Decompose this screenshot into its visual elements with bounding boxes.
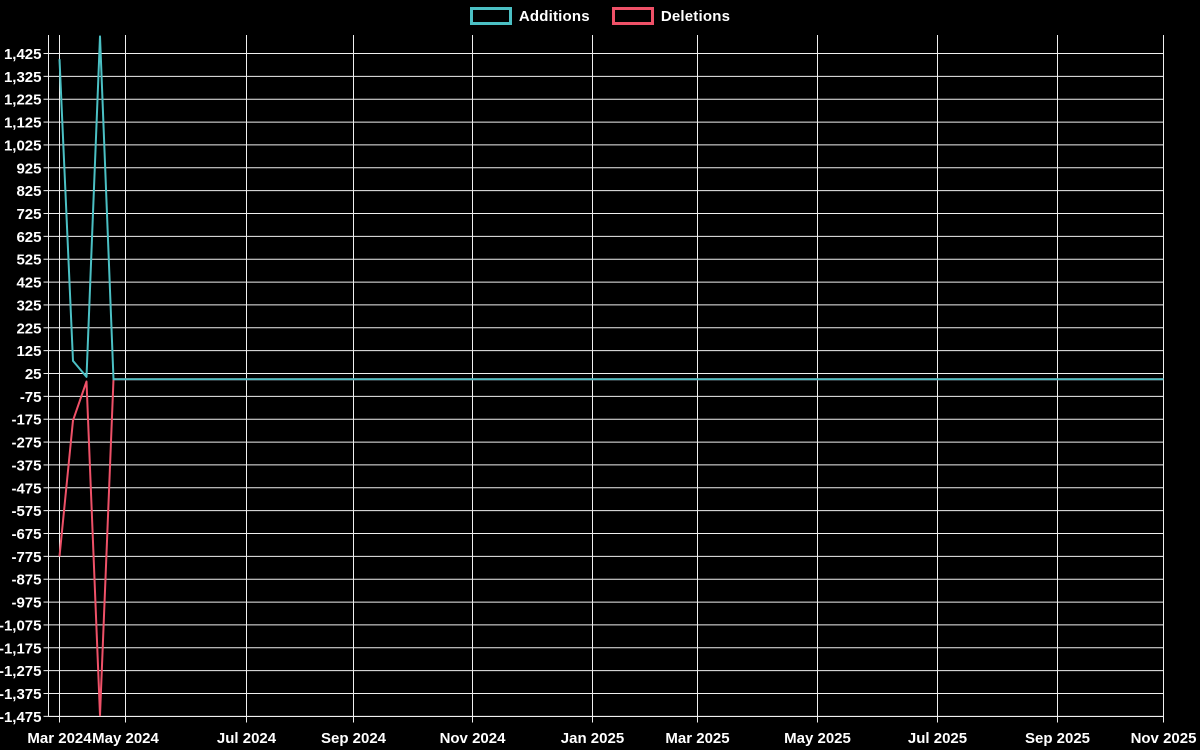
y-axis-tick-label: -375	[11, 457, 41, 474]
y-axis-tick-label: 225	[16, 320, 41, 337]
y-axis-tick-label: 525	[16, 252, 41, 269]
y-axis-tick-label: 425	[16, 275, 41, 292]
x-axis-tick-label: May 2025	[784, 730, 851, 747]
x-axis-tick-label: Mar 2025	[665, 730, 729, 747]
y-axis-tick-label: -275	[11, 435, 41, 452]
y-axis-tick-label: -1,075	[0, 617, 42, 634]
y-axis-tick-label: -175	[11, 412, 41, 429]
x-axis-tick-label: Jan 2025	[561, 730, 624, 747]
y-axis-tick-label: -575	[11, 503, 41, 520]
y-axis-tick-label: 125	[16, 343, 41, 360]
y-axis-tick-label: -475	[11, 480, 41, 497]
y-axis-tick-label: 1,225	[4, 92, 42, 109]
x-axis-tick-label: Mar 2024	[27, 730, 92, 747]
x-axis-tick-label: Nov 2025	[1131, 730, 1197, 747]
y-axis-tick-label: -1,475	[0, 709, 42, 726]
chart-legend: Additions Deletions	[0, 7, 1200, 25]
x-axis-tick-label: Jul 2025	[908, 730, 967, 747]
deletions-line[interactable]	[58, 378, 1164, 717]
y-axis-tick-label: -1,375	[0, 686, 42, 703]
y-axis-tick-label: -1,275	[0, 663, 42, 680]
x-axis-tick-label: Sep 2024	[321, 730, 387, 747]
y-axis-tick-label: 25	[25, 366, 42, 383]
y-axis-tick-label: -75	[20, 389, 42, 406]
y-axis-tick-label: 325	[16, 297, 41, 314]
x-axis-tick-label: Nov 2024	[440, 730, 507, 747]
y-axis-tick-label: -775	[11, 549, 41, 566]
y-axis-tick-label: 825	[16, 183, 41, 200]
additions-line[interactable]	[58, 35, 1164, 381]
y-axis-tick-label: 1,325	[4, 69, 42, 86]
x-axis-tick-label: Sep 2025	[1025, 730, 1090, 747]
y-axis-tick-label: 1,025	[4, 137, 42, 154]
legend-item-additions[interactable]: Additions	[469, 7, 590, 25]
y-axis-tick-label: -675	[11, 526, 41, 543]
legend-label-additions: Additions	[518, 7, 590, 25]
x-axis-tick-label: Jul 2024	[217, 730, 277, 747]
y-axis-tick-label: -1,175	[0, 640, 42, 657]
additions-swatch-icon	[469, 7, 512, 25]
legend-item-deletions[interactable]: Deletions	[611, 7, 731, 25]
deletions-swatch-icon	[611, 7, 654, 25]
y-axis-tick-label: 725	[16, 206, 41, 223]
y-axis-tick-label: -875	[11, 572, 41, 589]
y-axis-tick-label: 1,125	[4, 115, 42, 132]
y-axis-tick-label: 1,425	[4, 46, 42, 63]
x-axis-tick-label: May 2024	[92, 730, 159, 747]
y-axis-tick-label: 625	[16, 229, 41, 246]
y-axis-tick-label: -975	[11, 595, 41, 612]
y-axis-tick-label: 925	[16, 160, 41, 177]
legend-label-deletions: Deletions	[660, 7, 731, 25]
